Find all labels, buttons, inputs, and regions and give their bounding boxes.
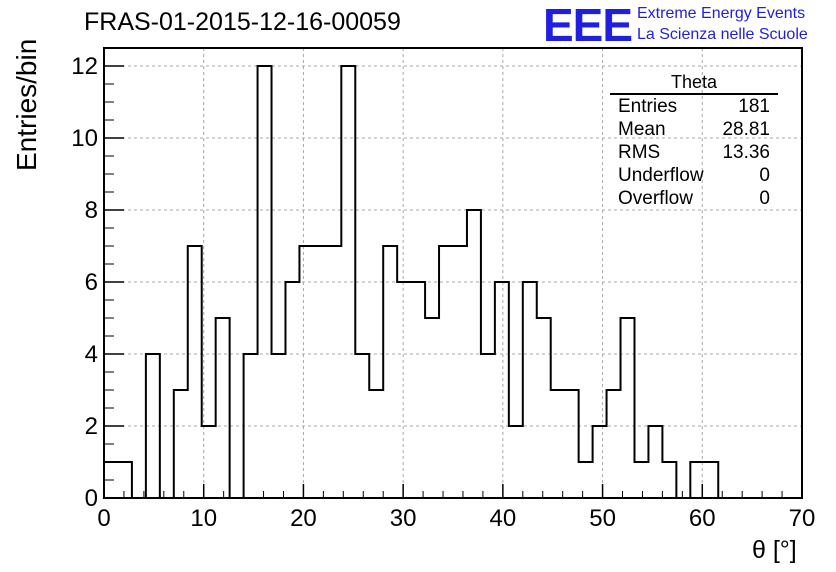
stats-title: Theta (610, 72, 778, 95)
stats-label: RMS (618, 142, 661, 163)
x-tick-label: 70 (789, 505, 816, 532)
stats-label: Mean (618, 119, 666, 140)
stats-row: Entries 181 (610, 95, 778, 118)
x-tick-label: 60 (689, 505, 716, 532)
y-tick-label: 10 (71, 125, 98, 152)
stats-row: Mean 28.81 (610, 118, 778, 141)
stats-label: Entries (618, 96, 678, 117)
stats-value: 0 (759, 188, 770, 209)
stats-row: Underflow 0 (610, 164, 778, 187)
histogram-step-line (103, 65, 802, 499)
stats-value: 28.81 (722, 119, 770, 140)
y-tick-label: 4 (85, 341, 98, 368)
y-tick-label: 8 (85, 197, 98, 224)
axis-tick-labels: 0 10 20 30 40 50 60 70 0 2 4 6 8 10 12 (71, 53, 815, 532)
run-title: FRAS-01-2015-12-16-00059 (84, 8, 401, 36)
stats-label: Underflow (618, 165, 704, 186)
axis-ticks (103, 47, 803, 499)
stats-value: 13.36 (722, 142, 770, 163)
y-axis-label: Entries/bin (11, 38, 42, 171)
stats-row: Overflow 0 (610, 187, 778, 210)
stats-value: 0 (759, 165, 770, 186)
x-tick-label: 40 (490, 505, 517, 532)
plot-frame (103, 47, 803, 499)
x-tick-label: 30 (390, 505, 417, 532)
stats-rows: Entries 181 Mean 28.81 RMS 13.36 Underflow 0 Ove… (610, 95, 778, 210)
logo-line-1: Extreme Energy Events (637, 5, 806, 22)
x-tick-label: 10 (190, 505, 217, 532)
y-tick-label: 12 (71, 53, 98, 80)
stats-label: Overflow (618, 188, 693, 209)
x-tick-label: 0 (97, 505, 110, 532)
y-tick-label: 0 (85, 485, 98, 512)
x-tick-label: 20 (290, 505, 317, 532)
grid-lines (104, 48, 802, 498)
x-tick-label: 50 (589, 505, 616, 532)
y-tick-label: 2 (85, 413, 98, 440)
stats-value: 181 (738, 96, 770, 117)
x-axis-label: θ [°] (752, 536, 797, 564)
stats-row: RMS 13.36 (610, 141, 778, 164)
stats-box: Theta Entries 181 Mean 28.81 RMS 13.36 Underfl… (610, 72, 778, 210)
y-tick-label: 6 (85, 269, 98, 296)
eee-logo: EEE (543, 0, 633, 51)
logo-line-2: La Scienza nelle Scuole (637, 26, 808, 43)
